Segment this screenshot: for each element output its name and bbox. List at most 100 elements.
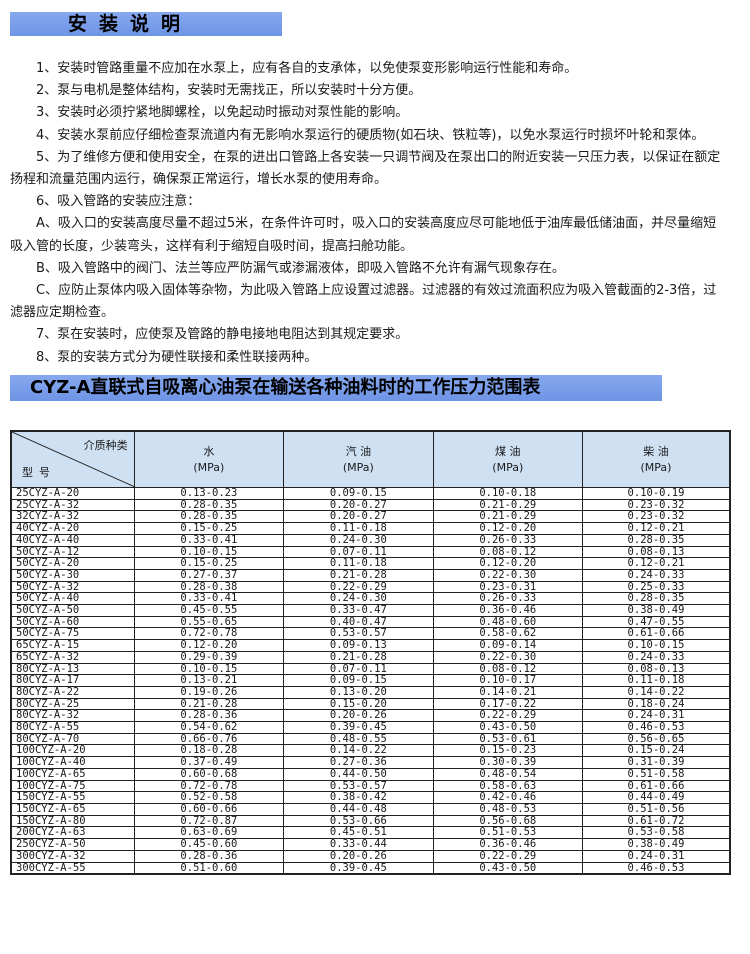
table-row: 100CYZ-A-40 0.37-0.49 0.27-0.36 0.30-0.39 0.… (10, 756, 731, 769)
pressure-cell: 0.08-0.12 (432, 545, 584, 559)
pressure-cell: 0.61-0.72 (582, 814, 731, 828)
pressure-cell: 0.10-0.15 (582, 639, 731, 652)
model-cell: 65CYZ-A-32 (10, 650, 135, 664)
pressure-cell: 0.28-0.38 (133, 580, 285, 594)
model-cell: 80CYZ-A-55 (10, 721, 135, 734)
install-notes: 1、安装时管路重量不应加在水泵上，应有各自的支承体，以免使泵变形影响运行性能和寿… (10, 58, 722, 369)
table-row: 65CYZ-A-15 0.12-0.20 0.09-0.13 0.09-0.14 0.1… (10, 639, 731, 652)
table-row: 80CYZ-A-17 0.13-0.21 0.09-0.15 0.10-0.17 0.1… (10, 674, 731, 687)
install-note-item: 3、安装时必须拧紧地脚螺栓，以免起动时振动对泵性能的影响。 (36, 105, 409, 121)
pressure-cell: 0.53-0.66 (283, 814, 434, 828)
table-row: 100CYZ-A-75 0.72-0.78 0.53-0.57 0.58-0.63 0.… (10, 779, 731, 793)
pressure-cell: 0.11-0.18 (283, 557, 434, 570)
pressure-cell: 0.24-0.30 (283, 533, 434, 547)
model-cell: 100CYZ-A-40 (10, 756, 135, 769)
pressure-cell: 0.15-0.24 (582, 744, 731, 758)
pressure-cell: 0.55-0.65 (133, 615, 285, 629)
install-note-item: 5、为了维修方便和使用安全，在泵的进出口管路上各安装一只调节阀及在泵出口的附近安… (10, 149, 721, 188)
pressure-cell: 0.58-0.63 (432, 779, 584, 793)
pressure-cell: 0.24-0.31 (582, 849, 731, 863)
pressure-cell: 0.33-0.47 (283, 604, 434, 617)
pressure-cell: 0.15-0.20 (283, 697, 434, 711)
pressure-cell: 0.17-0.22 (432, 697, 584, 711)
model-cell: 50CYZ-A-20 (10, 557, 135, 570)
pressure-cell: 0.18-0.24 (582, 697, 731, 711)
table-row: 80CYZ-A-22 0.19-0.26 0.13-0.20 0.14-0.21 0.1… (10, 685, 731, 699)
table-row: 50CYZ-A-30 0.27-0.37 0.21-0.28 0.22-0.30 0.2… (10, 568, 731, 582)
pressure-cell: 0.22-0.30 (432, 568, 584, 582)
column-header-diesel: 柴 油 (MPa) (582, 430, 731, 488)
model-cell: 50CYZ-A-50 (10, 604, 135, 617)
pressure-cell: 0.14-0.22 (283, 744, 434, 758)
model-cell: 200CYZ-A-63 (10, 826, 135, 840)
pressure-cell: 0.39-0.45 (283, 861, 434, 875)
install-note-item: C、应防止泵体内吸入固体等杂物，为此吸入管路上应设置过滤器。过滤器的有效过流面积… (10, 283, 717, 321)
pressure-cell: 0.53-0.61 (432, 732, 584, 746)
pressure-cell: 0.08-0.13 (582, 545, 731, 559)
pressure-cell: 0.56-0.68 (432, 814, 584, 828)
pressure-cell: 0.09-0.13 (283, 639, 434, 652)
pressure-cell: 0.15-0.23 (432, 744, 584, 758)
table-row: 50CYZ-A-32 0.28-0.38 0.22-0.29 0.23-0.31 0.2… (10, 580, 731, 594)
pressure-cell: 0.33-0.41 (133, 592, 285, 606)
pressure-cell: 0.30-0.39 (432, 756, 584, 769)
pressure-cell: 0.13-0.23 (133, 487, 285, 500)
column-header-gasoline: 汽 油 (MPa) (283, 430, 434, 488)
pressure-cell: 0.44-0.49 (582, 791, 731, 804)
model-cell: 80CYZ-A-32 (10, 709, 135, 723)
pressure-cell: 0.51-0.58 (582, 767, 731, 781)
pressure-cell: 0.39-0.45 (283, 721, 434, 734)
pressure-cell: 0.26-0.33 (432, 533, 584, 547)
pressure-cell: 0.51-0.53 (432, 826, 584, 840)
pressure-cell: 0.58-0.62 (432, 627, 584, 641)
pressure-cell: 0.47-0.55 (582, 615, 731, 629)
install-note-item: B、吸入管路中的阀门、法兰等应严防漏气或渗漏液体，即吸入管路不允许有漏气现象存在… (36, 260, 565, 276)
pressure-cell: 0.29-0.39 (133, 650, 285, 664)
pressure-cell: 0.31-0.39 (582, 756, 731, 769)
pressure-cell: 0.22-0.30 (432, 650, 584, 664)
pressure-cell: 0.24-0.33 (582, 568, 731, 582)
pressure-cell: 0.36-0.46 (432, 604, 584, 617)
model-cell: 300CYZ-A-55 (10, 861, 135, 875)
pressure-cell: 0.23-0.31 (432, 580, 584, 594)
pressure-cell: 0.53-0.57 (283, 627, 434, 641)
pressure-cell: 0.61-0.66 (582, 627, 731, 641)
pressure-cell: 0.42-0.46 (432, 791, 584, 804)
table-row: 80CYZ-A-32 0.28-0.36 0.20-0.26 0.22-0.29 0.2… (10, 709, 731, 723)
pressure-cell: 0.60-0.66 (133, 802, 285, 816)
model-cell: 50CYZ-A-40 (10, 592, 135, 606)
pressure-cell: 0.52-0.58 (133, 791, 285, 804)
model-cell: 65CYZ-A-15 (10, 639, 135, 652)
model-cell: 50CYZ-A-75 (10, 627, 135, 641)
pressure-cell: 0.11-0.18 (582, 674, 731, 687)
pressure-cell: 0.21-0.29 (432, 510, 584, 524)
table-row: 80CYZ-A-70 0.66-0.76 0.48-0.55 0.53-0.61 0.5… (10, 732, 731, 746)
pressure-cell: 0.61-0.66 (582, 779, 731, 793)
pressure-cell: 0.46-0.53 (582, 721, 731, 734)
table-row: 250CYZ-A-50 0.45-0.60 0.33-0.44 0.36-0.46 0.… (10, 838, 731, 851)
pressure-cell: 0.63-0.69 (133, 826, 285, 840)
pressure-cell: 0.53-0.57 (283, 779, 434, 793)
table-row: 25CYZ-A-20 0.13-0.23 0.09-0.15 0.10-0.18 0.1… (10, 487, 731, 500)
model-label: 型号 (22, 466, 56, 479)
table-row: 80CYZ-A-25 0.21-0.28 0.15-0.20 0.17-0.22 0.1… (10, 697, 731, 711)
pressure-cell: 0.45-0.55 (133, 604, 285, 617)
table-row: 25CYZ-A-32 0.28-0.35 0.20-0.27 0.21-0.29 0.2… (10, 498, 731, 512)
pressure-cell: 0.48-0.54 (432, 767, 584, 781)
table-row: 300CYZ-A-55 0.51-0.60 0.39-0.45 0.43-0.50 0.… (10, 861, 731, 875)
pressure-cell: 0.33-0.41 (133, 533, 285, 547)
install-note-item: 1、安装时管路重量不应加在水泵上，应有各自的支承体，以免使泵变形影响运行性能和寿… (36, 61, 578, 76)
pressure-cell: 0.13-0.20 (283, 685, 434, 699)
pressure-cell: 0.28-0.36 (133, 709, 285, 723)
pressure-cell: 0.28-0.35 (133, 498, 285, 512)
pressure-cell: 0.51-0.56 (582, 802, 731, 816)
model-cell: 80CYZ-A-25 (10, 697, 135, 711)
model-cell: 100CYZ-A-75 (10, 779, 135, 793)
pressure-cell: 0.12-0.21 (582, 557, 731, 570)
pressure-cell: 0.60-0.68 (133, 767, 285, 781)
pressure-table-title: CYZ-A直联式自吸离心油泵在输送各种油料时的工作压力范围表 (10, 375, 662, 401)
header-corner-cell: 介质种类 型号 (10, 430, 135, 488)
model-cell: 50CYZ-A-12 (10, 545, 135, 559)
model-cell: 100CYZ-A-65 (10, 767, 135, 781)
pressure-cell: 0.36-0.46 (432, 838, 584, 851)
